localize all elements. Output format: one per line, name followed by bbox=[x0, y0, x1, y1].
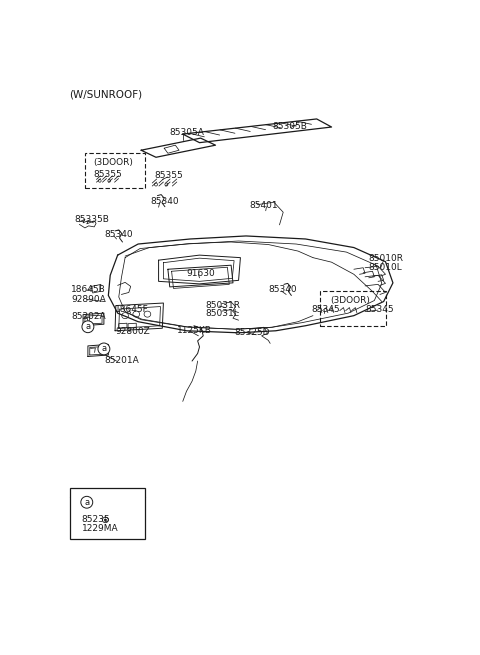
Text: 18645F: 18645F bbox=[115, 305, 149, 314]
Text: 85305A: 85305A bbox=[170, 128, 204, 137]
Text: (3DOOR): (3DOOR) bbox=[330, 296, 370, 305]
Ellipse shape bbox=[82, 321, 94, 333]
Text: 85202A: 85202A bbox=[71, 312, 106, 321]
Text: 85355: 85355 bbox=[94, 170, 122, 179]
Text: 85345: 85345 bbox=[312, 305, 340, 314]
Bar bbox=[321, 291, 385, 326]
Text: 85401: 85401 bbox=[250, 201, 278, 210]
Text: 85325D: 85325D bbox=[234, 328, 270, 337]
Text: 85355: 85355 bbox=[155, 171, 184, 180]
Text: 92890A: 92890A bbox=[71, 295, 106, 303]
Text: 92800Z: 92800Z bbox=[115, 327, 150, 336]
Text: 85010R: 85010R bbox=[369, 254, 404, 263]
Ellipse shape bbox=[98, 343, 110, 355]
Text: a: a bbox=[85, 322, 90, 331]
Text: (3DOOR): (3DOOR) bbox=[94, 159, 133, 167]
Text: 85010L: 85010L bbox=[369, 263, 403, 272]
Text: 91630: 91630 bbox=[186, 269, 215, 278]
Text: 85340: 85340 bbox=[104, 231, 132, 240]
Text: 85345: 85345 bbox=[365, 305, 394, 314]
Bar bbox=[85, 153, 145, 188]
Text: 85340: 85340 bbox=[150, 196, 179, 206]
Text: a: a bbox=[84, 498, 89, 507]
Text: 85235: 85235 bbox=[82, 515, 110, 525]
Ellipse shape bbox=[104, 519, 107, 521]
Text: 85031L: 85031L bbox=[206, 309, 240, 318]
Text: 1229MA: 1229MA bbox=[82, 524, 118, 533]
Text: 1125KB: 1125KB bbox=[177, 326, 212, 335]
Text: 18645B: 18645B bbox=[71, 286, 106, 295]
Ellipse shape bbox=[81, 496, 93, 508]
Text: 85305B: 85305B bbox=[272, 122, 307, 130]
Text: (W/SUNROOF): (W/SUNROOF) bbox=[69, 90, 143, 100]
Bar bbox=[71, 488, 145, 538]
Text: 85335B: 85335B bbox=[74, 215, 109, 224]
Text: 85031R: 85031R bbox=[206, 301, 241, 310]
Text: 85340: 85340 bbox=[268, 286, 297, 295]
Text: 85201A: 85201A bbox=[104, 356, 139, 365]
Text: a: a bbox=[101, 345, 107, 354]
